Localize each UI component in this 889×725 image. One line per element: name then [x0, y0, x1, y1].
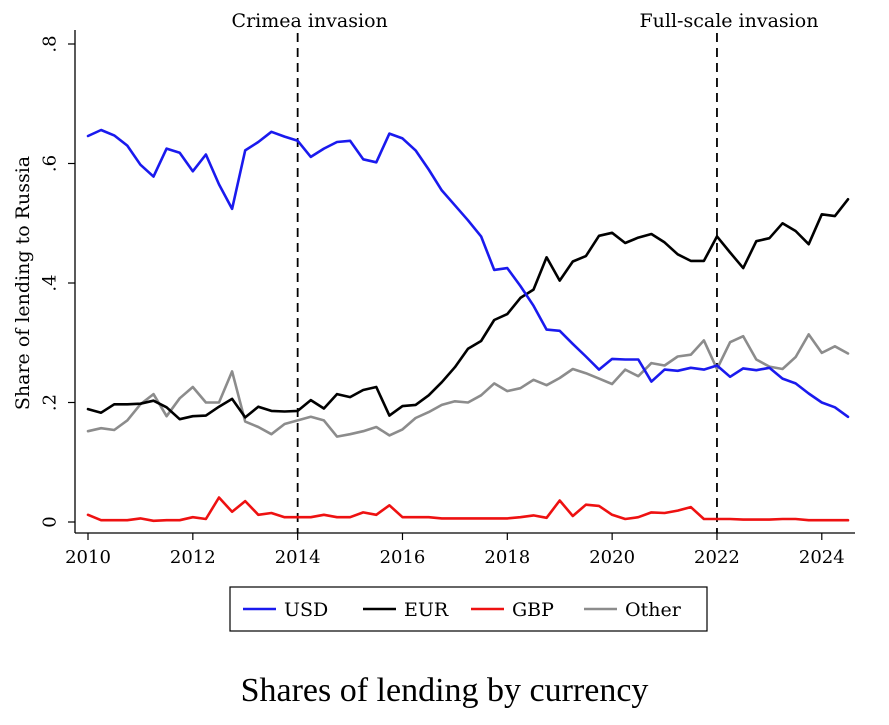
x-tick-label: 2022	[694, 547, 740, 568]
event-label: Crimea invasion	[232, 10, 388, 32]
x-ticks: 2010 2012 2014 2016 2018 2020 2022 2024	[65, 533, 845, 568]
series-lines	[86, 128, 850, 523]
y-axis-title: Share of lending to Russia	[12, 156, 34, 410]
legend: USD EUR GBP Other	[229, 586, 708, 632]
figure-caption: Shares of lending by currency	[240, 672, 649, 709]
legend-label-other: Other	[625, 599, 682, 621]
y-ticks: 0 .2 .4 .6 .8	[40, 35, 75, 528]
y-tick-label: .4	[40, 274, 61, 291]
x-tick-label: 2012	[170, 547, 216, 568]
y-tick-label: .2	[40, 394, 61, 411]
x-tick-label: 2010	[65, 547, 111, 568]
y-tick-label: .6	[40, 155, 61, 172]
event-markers: Crimea invasion Full-scale invasion	[232, 10, 818, 533]
x-tick-label: 2014	[275, 547, 321, 568]
x-tick-label: 2024	[799, 547, 845, 568]
legend-label-eur: EUR	[404, 599, 449, 621]
legend-label-gbp: GBP	[512, 599, 554, 621]
x-tick-label: 2016	[380, 547, 426, 568]
event-label: Full-scale invasion	[639, 10, 818, 32]
x-tick-label: 2018	[484, 547, 530, 568]
legend-label-usd: USD	[284, 599, 328, 621]
series-line-gbp	[86, 496, 850, 523]
series-line-other	[86, 333, 850, 438]
series-line-usd	[86, 128, 850, 419]
x-tick-label: 2020	[589, 547, 635, 568]
series-line-eur	[86, 198, 850, 421]
line-chart: Share of lending to Russia 0 .2 .4 .6 .8 201…	[12, 10, 855, 632]
y-tick-label: 0	[40, 516, 61, 527]
y-tick-label: .8	[40, 35, 61, 52]
legend-box	[229, 586, 708, 632]
